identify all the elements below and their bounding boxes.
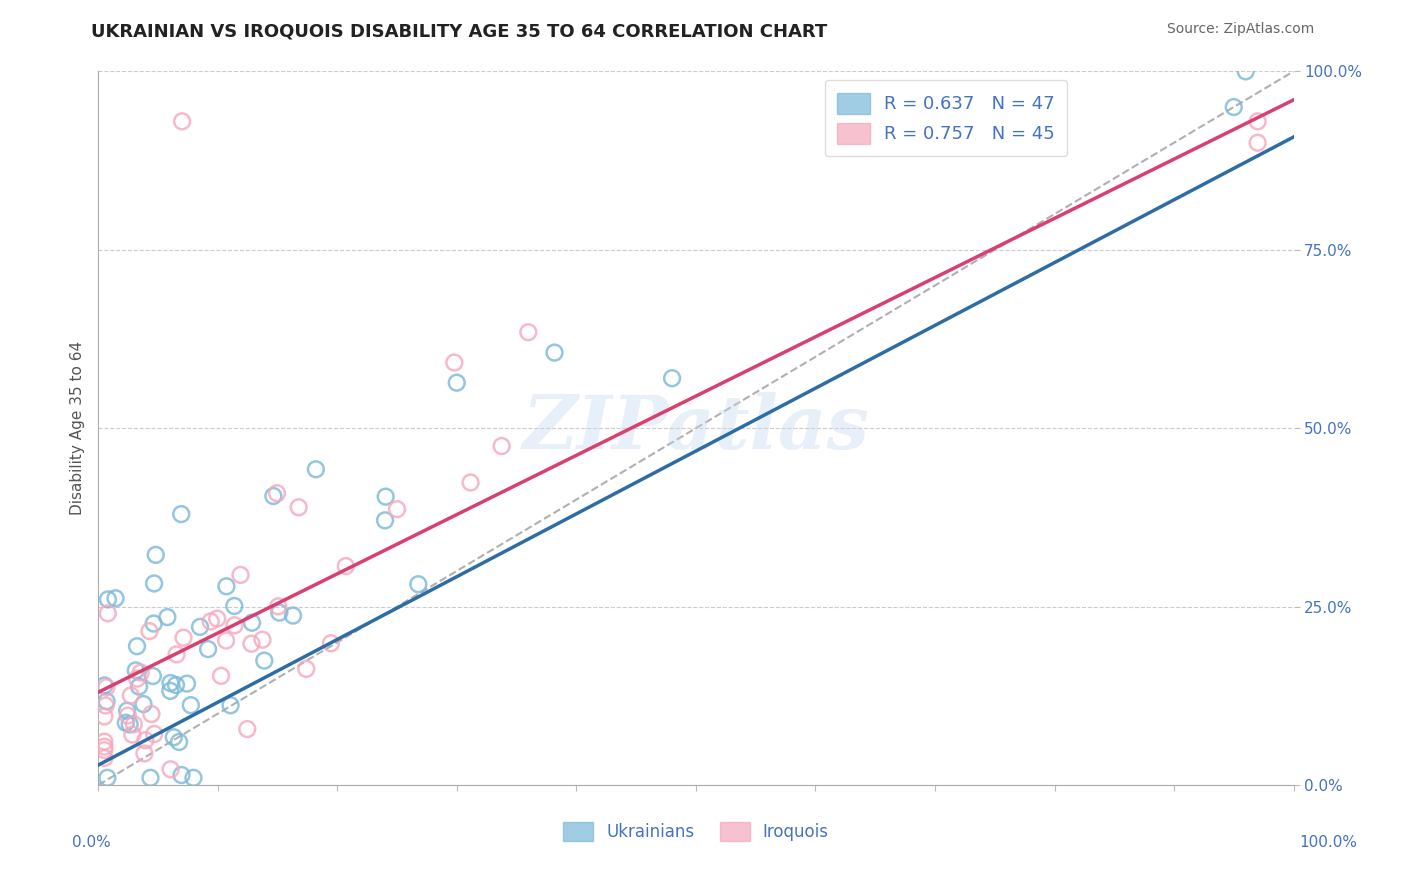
Point <box>104 591 127 606</box>
Point <box>167 735 190 749</box>
Point <box>200 615 222 629</box>
Point <box>93 739 115 754</box>
Point <box>215 579 238 593</box>
Point <box>132 697 155 711</box>
Point <box>1247 114 1270 128</box>
Point <box>443 355 465 369</box>
Point <box>145 548 167 562</box>
Point <box>281 608 304 623</box>
Point <box>94 698 117 713</box>
Point <box>385 502 408 516</box>
Point <box>142 669 165 683</box>
Point <box>172 114 194 128</box>
Text: 0.0%: 0.0% <box>72 836 111 850</box>
Point <box>159 684 181 698</box>
Point <box>120 689 142 703</box>
Point <box>159 762 181 776</box>
Point <box>166 648 188 662</box>
Point <box>229 567 252 582</box>
Point <box>163 730 186 744</box>
Point <box>183 771 205 785</box>
Point <box>252 632 274 647</box>
Point <box>1223 100 1246 114</box>
Point <box>142 616 165 631</box>
Text: UKRAINIAN VS IROQUOIS DISABILITY AGE 35 TO 64 CORRELATION CHART: UKRAINIAN VS IROQUOIS DISABILITY AGE 35 … <box>91 22 828 40</box>
Point <box>205 612 228 626</box>
Point <box>93 734 115 748</box>
Legend: Ukrainians, Iroquois: Ukrainians, Iroquois <box>557 815 835 848</box>
Text: 100.0%: 100.0% <box>1299 836 1358 850</box>
Point <box>93 751 115 765</box>
Point <box>176 676 198 690</box>
Point <box>253 654 276 668</box>
Point <box>266 486 288 500</box>
Point <box>1247 136 1270 150</box>
Point <box>96 694 118 708</box>
Point <box>209 669 232 683</box>
Point <box>236 722 259 736</box>
Point <box>460 475 482 490</box>
Point <box>224 618 246 632</box>
Point <box>170 768 193 782</box>
Point <box>661 371 683 385</box>
Point <box>240 637 263 651</box>
Point <box>335 559 357 574</box>
Point <box>267 599 290 614</box>
Point <box>408 577 430 591</box>
Point <box>170 507 193 521</box>
Point <box>96 681 118 695</box>
Point <box>165 678 187 692</box>
Point <box>143 727 166 741</box>
Point <box>1234 64 1257 78</box>
Point <box>374 513 396 527</box>
Point <box>134 733 156 747</box>
Y-axis label: Disability Age 35 to 64: Disability Age 35 to 64 <box>69 341 84 516</box>
Point <box>115 704 138 718</box>
Point <box>93 743 115 757</box>
Point <box>129 665 152 680</box>
Point <box>122 717 145 731</box>
Point <box>93 709 115 723</box>
Point <box>159 676 181 690</box>
Text: ZIPatlas: ZIPatlas <box>523 392 869 465</box>
Point <box>141 706 163 721</box>
Point <box>125 664 148 678</box>
Point <box>374 490 396 504</box>
Point <box>491 439 513 453</box>
Point <box>118 717 141 731</box>
Point <box>97 607 120 621</box>
Point <box>215 633 238 648</box>
Point <box>97 592 120 607</box>
Point <box>305 462 328 476</box>
Point <box>93 678 115 692</box>
Point <box>517 325 540 339</box>
Point <box>96 771 118 785</box>
Point <box>134 747 156 761</box>
Point <box>269 606 291 620</box>
Point <box>139 771 162 785</box>
Point <box>295 662 318 676</box>
Point <box>117 708 139 723</box>
Point <box>121 728 143 742</box>
Point <box>262 489 284 503</box>
Point <box>138 624 160 639</box>
Point <box>319 636 342 650</box>
Point <box>156 610 179 624</box>
Point <box>180 698 202 713</box>
Point <box>240 615 263 630</box>
Point <box>188 620 211 634</box>
Point <box>287 500 309 515</box>
Point <box>219 698 242 713</box>
Point <box>197 642 219 657</box>
Point <box>224 599 246 613</box>
Point <box>446 376 468 390</box>
Point <box>143 576 166 591</box>
Point <box>543 345 565 359</box>
Point <box>125 639 148 653</box>
Point <box>128 680 150 694</box>
Point <box>114 715 136 730</box>
Text: Source: ZipAtlas.com: Source: ZipAtlas.com <box>1167 22 1315 37</box>
Point <box>127 672 149 686</box>
Point <box>173 631 195 645</box>
